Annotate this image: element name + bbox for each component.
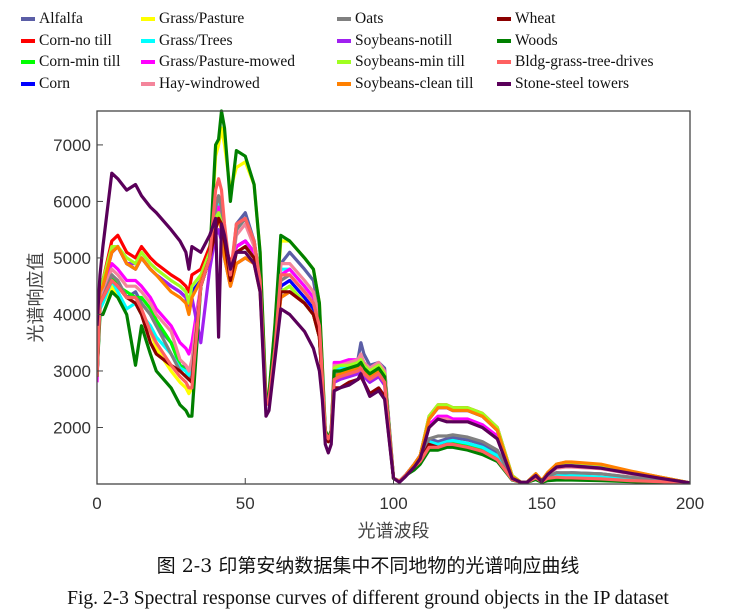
x-tick-label: 100 bbox=[379, 494, 407, 513]
legend-label: Oats bbox=[355, 10, 384, 27]
y-axis-label: 光谱响应值 bbox=[26, 253, 47, 343]
legend: Alfalfa Corn-no till Corn-min till Corn Gras… bbox=[0, 0, 736, 100]
caption-chinese: 图 2-3 印第安纳数据集中不同地物的光谱响应曲线 bbox=[156, 555, 580, 577]
legend-item: Bldg-grass-tree-drives bbox=[497, 53, 654, 71]
axis-ticks: 0 50 100 150 200 2000 3000 4000 5000 6000 7000 bbox=[53, 136, 704, 513]
series-line-soybeans-notill bbox=[97, 228, 690, 484]
legend-label: Hay-windrowed bbox=[159, 75, 260, 92]
legend-swatch bbox=[497, 39, 511, 43]
series-line-grass-pasture-mowed bbox=[97, 205, 690, 484]
legend-item: Woods bbox=[497, 32, 558, 50]
legend-label: Bldg-grass-tree-drives bbox=[515, 53, 654, 70]
legend-swatch bbox=[141, 82, 155, 86]
legend-label: Soybeans-clean till bbox=[355, 75, 474, 92]
legend-item: Grass/Trees bbox=[141, 32, 232, 50]
legend-swatch bbox=[141, 17, 155, 21]
series-line-alfalfa bbox=[97, 199, 690, 484]
legend-label: Wheat bbox=[515, 10, 556, 27]
legend-item: Soybeans-clean till bbox=[337, 75, 473, 93]
legend-item: Corn bbox=[21, 75, 70, 93]
series-line-grass-trees bbox=[97, 199, 690, 484]
legend-label: Stone-steel towers bbox=[515, 75, 630, 92]
legend-swatch bbox=[497, 17, 511, 21]
legend-label: Corn bbox=[39, 75, 70, 92]
legend-item: Corn-no till bbox=[21, 32, 112, 50]
legend-swatch bbox=[337, 82, 351, 86]
x-axis-label: 光谱波段 bbox=[358, 521, 430, 542]
legend-label: Woods bbox=[515, 32, 558, 49]
legend-item: Hay-windrowed bbox=[141, 75, 260, 93]
legend-label: Soybeans-notill bbox=[355, 32, 453, 49]
legend-swatch bbox=[141, 60, 155, 64]
legend-item: Grass/Pasture-mowed bbox=[141, 53, 295, 71]
series-line-corn-no-till bbox=[97, 205, 690, 484]
series-line-corn bbox=[97, 199, 690, 484]
legend-swatch bbox=[337, 17, 351, 21]
legend-label: Corn-no till bbox=[39, 32, 112, 49]
legend-item: Stone-steel towers bbox=[497, 75, 629, 93]
legend-label: Corn-min till bbox=[39, 53, 121, 70]
legend-label: Grass/Pasture bbox=[159, 10, 245, 27]
series-lines bbox=[97, 109, 690, 484]
legend-item: Alfalfa bbox=[21, 10, 83, 28]
chart-plot: 0 50 100 150 200 2000 3000 4000 5000 6000 7000 光谱波… bbox=[26, 109, 704, 542]
y-tick-label: 4000 bbox=[53, 305, 91, 324]
legend-label: Soybeans-min till bbox=[355, 53, 465, 70]
legend-swatch bbox=[141, 39, 155, 43]
legend-label: Alfalfa bbox=[39, 10, 83, 27]
legend-swatch bbox=[21, 17, 35, 21]
y-tick-label: 2000 bbox=[53, 418, 91, 437]
x-tick-label: 150 bbox=[528, 494, 556, 513]
y-tick-label: 6000 bbox=[53, 192, 91, 211]
y-tick-label: 5000 bbox=[53, 249, 91, 268]
legend-item: Soybeans-min till bbox=[337, 53, 465, 71]
series-line-stone-steel-towers bbox=[97, 171, 690, 484]
caption-english: Fig. 2-3 Spectral response curves of dif… bbox=[67, 588, 669, 609]
legend-swatch bbox=[21, 82, 35, 86]
series-line-oats bbox=[97, 194, 690, 484]
legend-item: Soybeans-notill bbox=[337, 32, 452, 50]
legend-item: Wheat bbox=[497, 10, 555, 28]
y-tick-label: 7000 bbox=[53, 136, 91, 155]
x-tick-label: 0 bbox=[92, 494, 101, 513]
legend-swatch bbox=[21, 39, 35, 43]
legend-swatch bbox=[497, 82, 511, 86]
legend-swatch bbox=[337, 39, 351, 43]
legend-label: Grass/Pasture-mowed bbox=[159, 53, 296, 70]
legend-item: Corn-min till bbox=[21, 53, 120, 71]
legend-swatch bbox=[497, 60, 511, 64]
x-tick-label: 50 bbox=[236, 494, 255, 513]
y-tick-label: 3000 bbox=[53, 362, 91, 381]
legend-item: Grass/Pasture bbox=[141, 10, 244, 28]
legend-label: Grass/Trees bbox=[159, 32, 233, 49]
series-line-hay-windrowed bbox=[97, 194, 690, 484]
x-tick-label: 200 bbox=[676, 494, 704, 513]
legend-item: Oats bbox=[337, 10, 383, 28]
legend-swatch bbox=[21, 60, 35, 64]
series-line-bldg-grass-tree-drives bbox=[97, 177, 690, 484]
legend-swatch bbox=[337, 60, 351, 64]
